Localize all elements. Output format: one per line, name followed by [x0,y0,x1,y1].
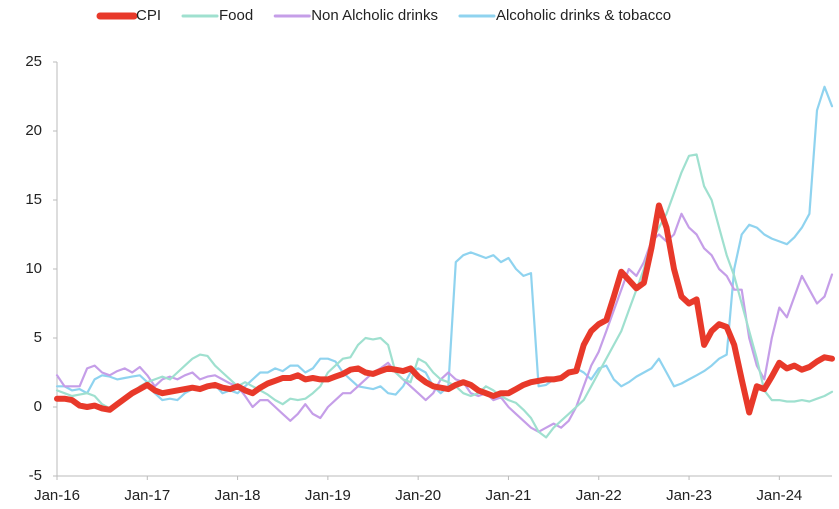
x-tick-label: Jan-23 [666,487,712,504]
legend-label: CPI [136,7,161,24]
x-tick-label: Jan-18 [215,487,261,504]
y-tick-label: 15 [25,191,42,208]
y-tick-label: 10 [25,260,42,277]
x-tick-label: Jan-20 [395,487,441,504]
x-tick-label: Jan-21 [486,487,532,504]
y-tick-label: 25 [25,53,42,70]
legend-label: Alcoholic drinks & tobacco [496,7,671,24]
series-line [55,153,834,439]
y-tick-label: 20 [25,122,42,139]
x-tick-label: Jan-22 [576,487,622,504]
y-tick-label: 0 [34,398,42,415]
series-line [55,212,834,433]
x-tick-label: Jan-19 [305,487,351,504]
legend-label: Non Alcholic drinks [311,7,438,24]
legend-label: Food [219,7,253,24]
series-line [54,202,835,416]
x-tick-label: Jan-24 [756,487,802,504]
series-line [55,85,834,402]
y-tick-label: -5 [29,467,42,484]
x-tick-label: Jan-16 [34,487,80,504]
y-tick-label: 5 [34,329,42,346]
x-tick-label: Jan-17 [124,487,170,504]
